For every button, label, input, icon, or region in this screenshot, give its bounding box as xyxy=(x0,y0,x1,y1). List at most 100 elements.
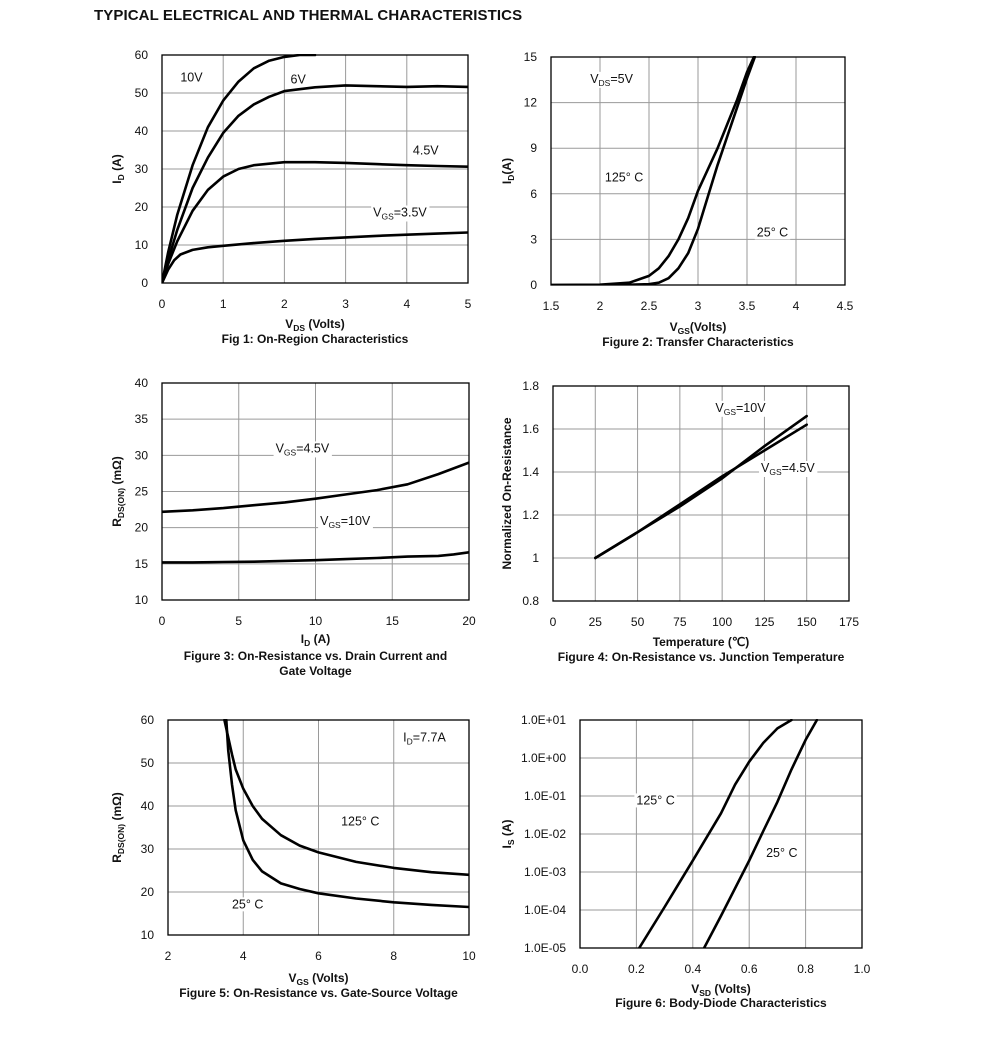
y-tick-label: 30 xyxy=(135,162,149,176)
x-tick-label: 0 xyxy=(159,297,166,311)
annotation-background xyxy=(588,71,636,88)
annotation-background xyxy=(178,70,206,85)
x-tick-label: 10 xyxy=(309,614,323,628)
y-tick-label: 1.0E-02 xyxy=(524,827,566,841)
y-tick-label: 30 xyxy=(135,448,149,462)
annotation-background xyxy=(764,845,800,860)
annotation-background xyxy=(634,793,677,808)
series-line xyxy=(162,461,469,514)
x-tick-label: 4.5 xyxy=(837,299,854,313)
annotation-background xyxy=(339,814,382,829)
y-tick-label: 6 xyxy=(530,187,537,201)
x-tick-label: 3 xyxy=(342,297,349,311)
x-tick-label: 4 xyxy=(403,297,410,311)
series-annotation: VDS=5V xyxy=(590,72,633,88)
y-tick-label: 35 xyxy=(135,412,149,426)
series-annotation: 25° C xyxy=(757,225,788,239)
series-annotation: VGS=4.5V xyxy=(276,441,330,457)
series-line xyxy=(593,423,809,560)
y-tick-label: 40 xyxy=(141,799,155,813)
y-tick-label: 1.0E+01 xyxy=(521,713,566,727)
x-tick-label: 0.8 xyxy=(797,962,814,976)
series-annotation: VGS=3.5V xyxy=(373,206,427,222)
y-tick-label: 15 xyxy=(524,50,538,64)
x-tick-label: 2.5 xyxy=(641,299,658,313)
series-annotation: 125° C xyxy=(341,814,379,828)
x-tick-label: 2 xyxy=(165,949,172,963)
x-axis-label: VGS(Volts) xyxy=(670,320,727,336)
x-axis-label: Temperature (℃) xyxy=(653,635,750,649)
series-line xyxy=(162,84,468,283)
x-tick-label: 25 xyxy=(589,615,603,629)
x-tick-label: 4 xyxy=(240,949,247,963)
y-tick-label: 60 xyxy=(141,713,155,727)
series-line xyxy=(593,414,809,560)
x-tick-label: 0.0 xyxy=(572,962,589,976)
annotation-background xyxy=(229,897,266,912)
series-line xyxy=(162,550,469,564)
x-tick-label: 2 xyxy=(597,299,604,313)
x-tick-label: 3.5 xyxy=(739,299,756,313)
y-tick-label: 1.8 xyxy=(522,379,539,393)
series-line xyxy=(162,231,468,283)
series-annotation: VGS=10V xyxy=(320,514,371,530)
x-axis-label: ID (A) xyxy=(301,632,330,648)
figure-caption: Figure 2: Transfer Characteristics xyxy=(602,335,794,349)
series-annotation: ID=7.7A xyxy=(403,731,446,747)
y-tick-label: 10 xyxy=(135,238,149,252)
x-tick-label: 175 xyxy=(839,615,859,629)
y-tick-label: 50 xyxy=(141,756,155,770)
series-line xyxy=(225,719,469,909)
page-title: TYPICAL ELECTRICAL AND THERMAL CHARACTER… xyxy=(94,7,523,24)
y-tick-label: 0 xyxy=(141,276,148,290)
x-tick-label: 50 xyxy=(631,615,645,629)
y-tick-label: 9 xyxy=(530,141,537,155)
x-axis-label: VGS (Volts) xyxy=(288,971,348,987)
figure-caption-line2: Gate Voltage xyxy=(279,664,352,678)
x-axis-label: VDS (Volts) xyxy=(285,317,345,333)
y-tick-label: 1 xyxy=(532,551,539,565)
series-annotation: 25° C xyxy=(232,897,263,911)
plot-frame xyxy=(550,56,846,286)
series-annotation: 125° C xyxy=(636,793,674,807)
x-tick-label: 1.0 xyxy=(854,962,871,976)
y-tick-label: 20 xyxy=(135,200,149,214)
x-axis-label: VSD (Volts) xyxy=(691,982,751,998)
y-tick-label: 60 xyxy=(135,48,149,62)
y-tick-label: 0.8 xyxy=(522,594,539,608)
y-tick-label: 12 xyxy=(524,96,538,110)
figure-caption: Fig 1: On-Region Characteristics xyxy=(222,332,409,346)
x-tick-label: 0.6 xyxy=(741,962,758,976)
y-tick-label: 1.4 xyxy=(522,465,539,479)
y-tick-label: 20 xyxy=(135,521,149,535)
series-line xyxy=(551,56,757,285)
plot-frame xyxy=(161,382,470,601)
annotation-background xyxy=(713,400,769,417)
series-line xyxy=(702,719,819,948)
y-tick-label: 1.2 xyxy=(522,508,539,522)
y-tick-label: 1.0E-01 xyxy=(524,789,566,803)
x-tick-label: 4 xyxy=(793,299,800,313)
y-tick-label: 15 xyxy=(135,557,149,571)
x-tick-label: 5 xyxy=(235,614,242,628)
fig5-chart: 2 4 6 8 10 10 20 30 40 50 60 ID=7.7A 125° C 25° C VGS … xyxy=(110,713,476,1000)
annotation-background xyxy=(401,730,449,747)
y-tick-label: 10 xyxy=(141,928,155,942)
series-annotation: 25° C xyxy=(766,846,797,860)
x-tick-label: 0.2 xyxy=(628,962,645,976)
plot-frame xyxy=(579,719,863,949)
y-axis-label: ID(A) xyxy=(500,158,516,184)
x-tick-label: 15 xyxy=(386,614,400,628)
x-tick-label: 100 xyxy=(712,615,732,629)
y-tick-label: 0 xyxy=(530,278,537,292)
annotation-background xyxy=(371,205,430,222)
y-axis-label: IS (A) xyxy=(500,819,516,848)
y-tick-label: 3 xyxy=(530,232,537,246)
plot-frame xyxy=(552,385,850,602)
annotation-background xyxy=(273,441,332,458)
fig2-chart: 1.5 2 2.5 3 3.5 4 4.5 0 3 6 9 12 15 VDS=5V 125° C 25° C… xyxy=(500,50,854,349)
y-axis-label: ID (A) xyxy=(110,154,126,183)
fig4-chart: 0 25 50 75 100 125 150 175 0.8 1 1.2 1.4 1.6 1.8 VGS=1… xyxy=(500,379,859,664)
y-tick-label: 1.0E-03 xyxy=(524,865,566,879)
y-tick-label: 1.0E-05 xyxy=(524,941,566,955)
